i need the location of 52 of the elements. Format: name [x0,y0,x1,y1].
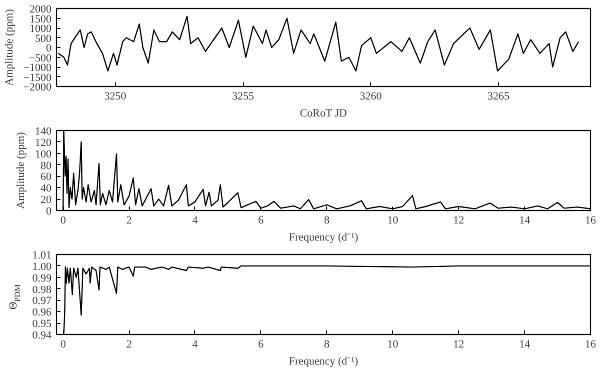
y-tick-label: 0.95 [32,318,52,330]
y-tick-label: 0.96 [32,306,52,319]
x-tick-label: 6 [258,338,264,350]
x-tick-label: 3250 [104,90,127,102]
x-tick-label: 2 [126,214,132,226]
x-tick-label: 3255 [232,90,255,102]
x-tick-label: 0 [60,338,66,350]
y-tick-label: 0.94 [32,330,52,342]
x-tick-label: 3265 [488,90,510,102]
x-tick-label: 12 [453,214,464,226]
x-tick-label: 4 [192,338,198,350]
y-tick-label: 100 [35,148,52,160]
y-tick-label: 0.98 [32,284,52,296]
x-tick-label: 0 [60,214,66,226]
y-tick-label: 120 [35,136,52,149]
y-tick-label: −1500 [23,72,52,84]
y-tick-label: 80 [40,160,52,172]
y-tick-label: 0 [46,42,52,54]
y-tick-label: 1.01 [32,250,52,262]
x-axis-title: Frequency (d⁻¹) [288,232,358,244]
y-tick-label: 60 [40,171,52,184]
y-tick-label: −2000 [23,82,52,94]
y-tick-label: 40 [40,182,52,195]
y-tick-label: 0 [46,206,52,218]
y-tick-label: 140 [35,126,52,138]
x-tick-label: 4 [192,214,198,226]
y-tick-label: 20 [40,194,52,206]
x-tick-label: 8 [324,338,330,350]
x-tick-label: 8 [324,214,330,226]
x-tick-label: 14 [519,338,531,350]
x-tick-label: 16 [585,338,596,350]
x-tick-label: 2 [126,338,132,350]
y-tick-label: 1.00 [32,260,52,273]
x-tick-label: 3260 [360,90,382,102]
y-tick-label: 2000 [30,4,52,16]
x-axis-title: Frequency (d⁻¹) [288,356,358,368]
y-tick-label: −500 [28,52,52,64]
y-tick-label: 500 [35,32,52,45]
y-tick-label: −1000 [23,62,52,74]
x-tick-label: 6 [258,214,264,226]
x-tick-label: 10 [387,214,399,226]
y-tick-label: 0.97 [32,295,52,308]
y-tick-label: 1500 [30,13,52,26]
x-tick-label: 14 [519,214,531,226]
y-tick-label: 1000 [30,23,52,35]
y-tick-label: 0.99 [32,272,52,284]
y-axis-title: Amplitude (ppm) [15,132,27,209]
x-axis-title: CoRoT JD [300,108,348,120]
x-tick-label: 16 [585,214,596,226]
x-tick-label: 10 [387,338,399,350]
x-tick-label: 12 [453,338,464,350]
y-axis-title: Amplitude (ppm) [3,8,16,86]
